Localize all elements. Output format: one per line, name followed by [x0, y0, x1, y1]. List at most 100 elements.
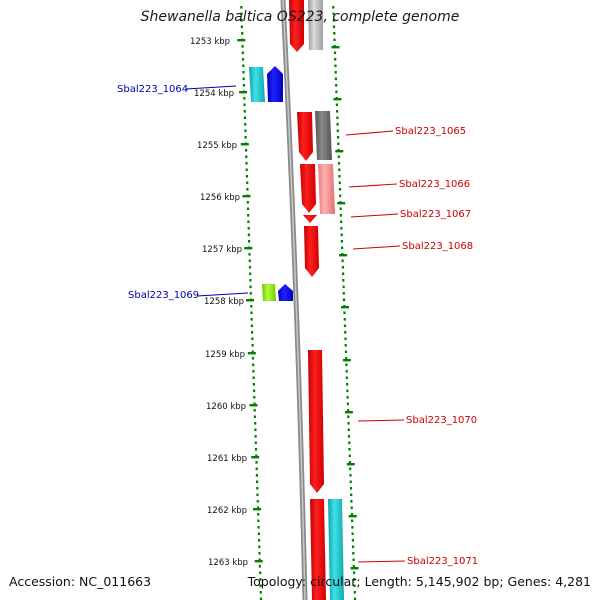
- ruler-dot-right: [343, 311, 346, 315]
- ruler-dot-right: [352, 565, 355, 568]
- ruler-major-tick-right: [350, 567, 359, 570]
- ruler-dot-right: [347, 409, 350, 412]
- ruler-dot-right: [347, 435, 351, 438]
- ruler-dot-right: [352, 545, 355, 549]
- ruler-dot-right: [348, 454, 351, 458]
- ruler-dot-left: [247, 227, 250, 230]
- ruler-dot-right: [340, 220, 343, 224]
- label-leaders: [185, 85, 406, 563]
- ruler-dot-left: [242, 77, 245, 81]
- ruler-dot-left: [241, 58, 245, 61]
- ruler-dot-left: [246, 181, 249, 185]
- kbp-label-1258: 1258 kbp: [204, 297, 244, 307]
- gene-1067-red: [303, 215, 317, 223]
- gene-label-1064: Sbal223_1064: [117, 84, 188, 95]
- kbp-label-1263: 1263 kbp: [208, 558, 248, 568]
- gene-1069-blue: [278, 284, 293, 301]
- ruler-dot-right: [346, 396, 349, 399]
- ruler-dot-right: [348, 441, 351, 445]
- ruler-dot-right: [345, 357, 348, 360]
- ruler-dot-left: [247, 233, 250, 237]
- ruler-dot-right: [344, 337, 347, 341]
- ruler-dot-left: [252, 376, 255, 380]
- ruler-dot-left: [254, 435, 257, 438]
- kbp-label-1254: 1254 kbp: [194, 89, 234, 99]
- ruler-dot-right: [335, 90, 338, 94]
- ruler-dot-right: [334, 64, 337, 68]
- gene-top-gray: [308, 0, 323, 50]
- gene-1064-blue: [267, 66, 283, 102]
- ruler-dot-left: [245, 149, 248, 152]
- ruler-dot-right: [352, 558, 355, 562]
- ruler-dot-right: [353, 578, 356, 581]
- gene-1065-gray: [315, 111, 332, 160]
- ruler-dot-right: [350, 513, 353, 516]
- ruler-dot-right: [339, 207, 342, 211]
- ruler-dot-left: [249, 279, 252, 282]
- ruler-dot-right: [349, 487, 353, 490]
- ruler-dot-right: [337, 162, 341, 165]
- ruler-dot-right: [349, 467, 352, 471]
- ruler-dot-left: [251, 344, 254, 347]
- ruler-dot-left: [256, 500, 259, 503]
- ruler-dot-left: [254, 448, 258, 451]
- gene-label-1066: Sbal223_1066: [399, 179, 470, 190]
- ruler-dot-right: [337, 155, 340, 159]
- ruler-dot-left: [242, 64, 245, 68]
- ruler-dot-left: [248, 266, 252, 269]
- ruler-dot-left: [253, 402, 256, 406]
- ruler-dot-left: [253, 415, 256, 419]
- gene-1070-red: [308, 350, 324, 493]
- ruler-dot-right: [339, 194, 342, 198]
- gene-label-1070: Sbal223_1070: [406, 415, 477, 426]
- kbp-label-1261: 1261 kbp: [207, 454, 247, 464]
- ruler-dot-left: [248, 240, 251, 243]
- ruler-dot-right: [340, 233, 343, 237]
- ruler-dot-right: [336, 110, 339, 113]
- ruler-dot-right: [332, 12, 335, 16]
- gene-label-1067: Sbal223_1067: [400, 209, 471, 220]
- ruler-dot-left: [244, 123, 247, 126]
- ruler-dot-left: [256, 480, 259, 484]
- ruler-dot-right: [345, 363, 348, 367]
- ruler-dot-left: [255, 467, 258, 471]
- ruler-dot-right: [332, 25, 336, 29]
- ruler-major-tick-right: [348, 515, 357, 518]
- ruler-dot-left: [245, 168, 248, 172]
- ruler-dot-left: [247, 214, 250, 217]
- ruler-major-tick: [237, 39, 246, 42]
- ruler-dot-right: [338, 168, 341, 172]
- ruler-dot-right: [342, 285, 345, 289]
- ruler-dot-left: [242, 71, 245, 74]
- ruler-dot-right: [334, 58, 337, 61]
- ruler-dot-left: [253, 396, 256, 399]
- ruler-major-tick-right: [346, 463, 355, 466]
- ruler-major-tick: [249, 404, 258, 407]
- ruler-dot-right: [333, 51, 337, 55]
- ruler-dot-right: [348, 448, 351, 451]
- ruler-dot-left: [255, 474, 258, 477]
- ruler-dot-right: [347, 428, 350, 432]
- ruler-dot-left: [251, 331, 254, 334]
- ruler-major-tick: [246, 299, 254, 302]
- ruler-dot-left: [245, 175, 248, 178]
- ruler-dot-right: [350, 506, 353, 510]
- ruler-dot-right: [335, 103, 338, 107]
- ruler-major-tick-right: [344, 411, 353, 414]
- ruler-dot-left: [250, 324, 253, 328]
- gene-label-1071: Sbal223_1071: [407, 556, 478, 567]
- kbp-label-1259: 1259 kbp: [205, 350, 245, 360]
- gene-1071-cyan: [328, 499, 344, 600]
- ruler-dot-left: [255, 454, 258, 458]
- ruler-dot-right: [350, 493, 353, 497]
- ruler-dot-right: [341, 266, 344, 269]
- ruler-dot-left: [241, 45, 244, 48]
- ruler-dot-right: [353, 597, 357, 600]
- ruler-dot-left: [252, 363, 255, 367]
- ruler-major-tick-right: [335, 150, 344, 153]
- ruler-dot-left: [252, 383, 255, 386]
- ruler-dot-left: [249, 292, 252, 295]
- genome-backbone-highlight: [282, 0, 306, 600]
- ruler-dot-left: [243, 110, 246, 113]
